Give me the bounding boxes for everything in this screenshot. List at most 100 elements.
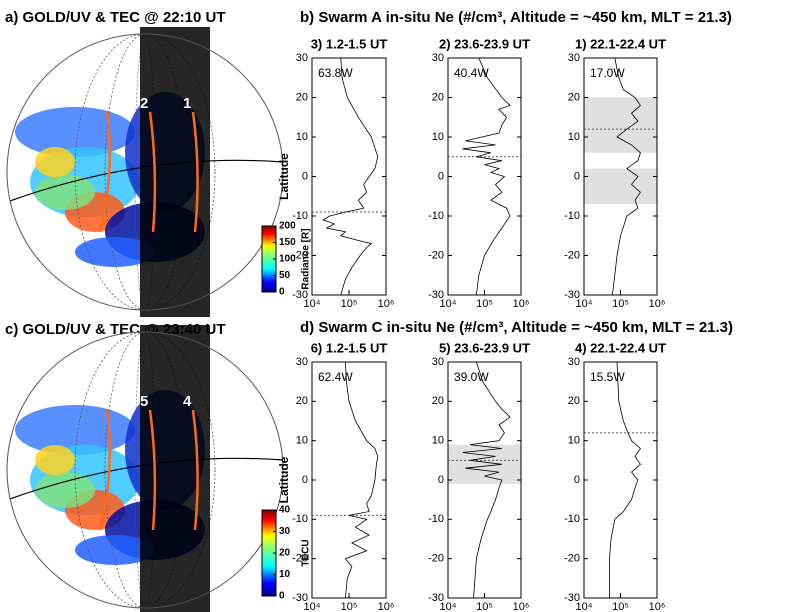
y-tick-label: 0 — [438, 170, 444, 182]
y-tick-label: -20 — [428, 553, 444, 565]
section-title: d) Swarm C in-situ Ne (#/cm³, Altitude =… — [300, 319, 733, 336]
x-tick-label: 10⁴ — [304, 601, 321, 612]
y-tick-label: -10 — [428, 210, 444, 222]
y-tick-label: 30 — [432, 52, 444, 64]
y-tick-label: -30 — [428, 289, 444, 301]
graticule — [74, 34, 216, 310]
y-tick-label: 10 — [432, 435, 444, 447]
track-label: 6 — [97, 393, 105, 410]
x-tick-label: 10⁶ — [378, 601, 395, 612]
y-tick-label: 30 — [568, 52, 580, 64]
y-tick-label: 0 — [574, 474, 580, 486]
tec-strip — [140, 325, 210, 612]
plot-frame — [311, 57, 387, 296]
plot-frame — [447, 57, 522, 296]
density-profile — [609, 361, 641, 598]
panel-title: 1) 22.1-22.4 UT — [575, 36, 666, 51]
y-tick-label: 20 — [296, 91, 308, 103]
density-profile — [462, 361, 511, 599]
band — [584, 97, 657, 153]
y-tick-label: 30 — [296, 52, 308, 64]
band — [448, 444, 521, 484]
colorbar-label: TECU — [301, 539, 312, 566]
annotation: 17.0W — [590, 66, 625, 80]
y-tick-label: 0 — [574, 170, 580, 182]
panel-title: 6) 1.2-1.5 UT — [311, 340, 388, 355]
globe-edge — [6, 33, 284, 311]
section-title: b) Swarm A in-situ Ne (#/cm³, Altitude =… — [300, 9, 732, 26]
tec-strip — [140, 27, 210, 317]
y-tick-label: -20 — [564, 553, 580, 565]
x-tick-label: 10⁴ — [576, 601, 593, 612]
y-tick-label: 30 — [568, 356, 580, 368]
y-tick-label: 0 — [302, 474, 308, 486]
x-tick-label: 10⁵ — [341, 298, 358, 310]
x-tick-label: 10⁶ — [378, 298, 395, 310]
y-tick-label: -10 — [564, 210, 580, 222]
x-tick-label: 10⁶ — [649, 601, 666, 612]
colorbar-tick-label: 200 — [279, 221, 296, 232]
y-tick-label: -20 — [292, 249, 308, 261]
colorbar-tick-label: 40 — [279, 505, 291, 516]
track — [98, 409, 112, 531]
track-label: 4 — [183, 393, 192, 410]
colorbar-tick-label: 100 — [279, 254, 296, 265]
emission — [75, 535, 155, 565]
density-profile — [462, 57, 511, 296]
y-tick-label: -20 — [428, 249, 444, 261]
y-tick-label: 30 — [432, 356, 444, 368]
y-axis-label: Latitude — [277, 153, 291, 200]
y-tick-label: 10 — [568, 435, 580, 447]
x-tick-label: 10⁵ — [476, 298, 493, 310]
y-tick-label: -10 — [292, 210, 308, 222]
y-tick-label: -30 — [428, 592, 444, 604]
panel-title: 4) 22.1-22.4 UT — [575, 340, 666, 355]
y-tick-label: 20 — [432, 91, 444, 103]
track-label: 2 — [140, 95, 148, 112]
y-tick-label: -10 — [292, 513, 308, 525]
x-tick-label: 10⁵ — [612, 601, 629, 612]
panel-title: 5) 23.6-23.9 UT — [439, 340, 530, 355]
y-tick-label: -10 — [428, 513, 444, 525]
emission — [75, 237, 155, 267]
colorbar-tick-label: 30 — [279, 526, 291, 537]
y-tick-label: -30 — [292, 289, 308, 301]
density-profile — [344, 361, 379, 599]
y-axis-label: Latitude — [277, 456, 291, 503]
track-label: 5 — [140, 393, 148, 410]
y-tick-label: -20 — [292, 553, 308, 565]
colorbar-tick-label: 20 — [279, 548, 291, 559]
plot-frame — [583, 361, 658, 599]
band — [584, 168, 657, 205]
x-tick-label: 10⁴ — [440, 298, 457, 310]
x-tick-label: 10⁴ — [576, 298, 593, 310]
x-tick-label: 10⁴ — [440, 601, 457, 612]
emission — [35, 472, 95, 508]
annotation: 40.4W — [454, 66, 489, 80]
colorbar-tick-label: 50 — [279, 270, 291, 281]
y-tick-label: -20 — [564, 249, 580, 261]
panel-title: 2) 23.6-23.9 UT — [439, 36, 530, 51]
annotation: 15.5W — [590, 370, 625, 384]
y-tick-label: 20 — [296, 395, 308, 407]
colorbar-tick-label: 150 — [279, 237, 296, 248]
y-tick-label: -30 — [292, 592, 308, 604]
emission — [35, 174, 95, 210]
colorbar-tick-label: 0 — [279, 591, 285, 602]
y-tick-label: 10 — [568, 131, 580, 143]
y-tick-label: 20 — [568, 91, 580, 103]
annotation: 62.4W — [318, 370, 353, 384]
x-tick-label: 10⁵ — [341, 601, 358, 612]
track — [148, 409, 157, 531]
y-tick-label: 10 — [296, 435, 308, 447]
track — [191, 409, 199, 531]
track-label: 1 — [183, 95, 191, 112]
x-tick-label: 10⁵ — [476, 601, 493, 612]
y-tick-label: 0 — [302, 170, 308, 182]
panel-title: 3) 1.2-1.5 UT — [311, 36, 388, 51]
density-profile — [612, 57, 641, 296]
x-tick-label: 10⁵ — [612, 298, 629, 310]
y-tick-label: 10 — [432, 131, 444, 143]
x-tick-label: 10⁶ — [513, 298, 530, 310]
